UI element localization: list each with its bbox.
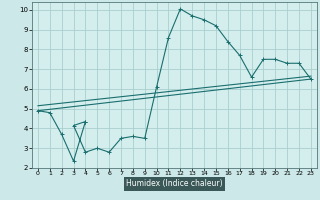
X-axis label: Humidex (Indice chaleur): Humidex (Indice chaleur) xyxy=(126,179,223,188)
